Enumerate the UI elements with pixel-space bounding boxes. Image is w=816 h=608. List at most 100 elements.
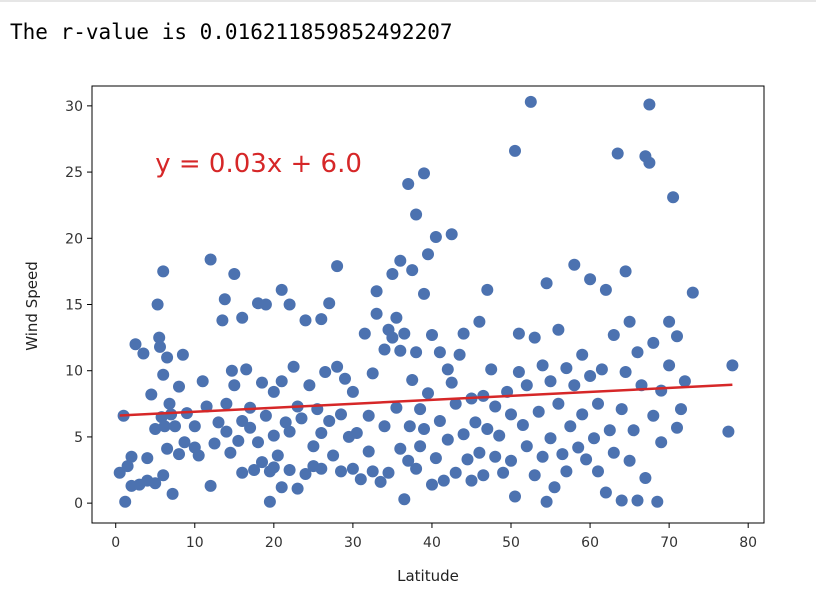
x-tick-label: 70 (660, 535, 678, 551)
cell-top-border (0, 0, 816, 2)
data-point-156 (461, 453, 474, 466)
data-point-183 (528, 469, 541, 482)
data-point-105 (362, 445, 375, 458)
data-point-128 (406, 264, 419, 277)
x-tick-label: 60 (581, 535, 599, 551)
data-point-147 (441, 363, 454, 376)
data-point-179 (520, 440, 533, 453)
data-point-2 (119, 495, 132, 508)
data-point-192 (552, 323, 565, 336)
regression-equation: y = 0.03x + 6.0 (155, 149, 362, 179)
data-point-242 (686, 286, 699, 299)
data-point-16 (154, 340, 166, 353)
data-point-66 (267, 461, 280, 474)
data-point-50 (232, 434, 245, 447)
data-point-203 (580, 453, 593, 466)
data-point-10 (141, 452, 154, 465)
data-point-232 (651, 495, 664, 508)
data-point-23 (161, 351, 174, 364)
data-point-219 (619, 366, 632, 378)
y-tick-label: 25 (65, 165, 83, 181)
data-point-213 (607, 329, 620, 341)
data-point-0 (113, 466, 126, 479)
data-point-87 (315, 313, 328, 326)
data-point-75 (283, 298, 296, 311)
data-point-237 (667, 191, 680, 204)
data-point-24 (163, 397, 176, 410)
data-point-135 (418, 167, 430, 180)
data-point-36 (196, 375, 209, 388)
data-point-117 (386, 268, 399, 280)
data-point-35 (192, 449, 205, 462)
data-point-73 (279, 416, 292, 429)
data-point-239 (671, 421, 683, 434)
x-tick-label: 10 (186, 535, 204, 551)
data-point-206 (588, 432, 600, 445)
data-point-84 (307, 440, 320, 453)
points-layer (113, 95, 739, 508)
data-point-65 (263, 495, 276, 508)
data-point-34 (188, 420, 201, 433)
data-point-41 (212, 416, 225, 429)
data-point-110 (370, 307, 383, 320)
data-point-234 (655, 436, 668, 449)
data-point-178 (516, 419, 529, 431)
data-point-215 (611, 147, 624, 160)
data-point-151 (449, 397, 462, 410)
data-point-193 (552, 397, 565, 410)
data-point-160 (473, 315, 486, 328)
data-point-163 (477, 469, 490, 482)
data-point-200 (572, 441, 585, 454)
data-point-212 (603, 424, 616, 437)
data-point-241 (678, 375, 691, 388)
data-point-100 (346, 385, 359, 398)
data-point-57 (248, 464, 261, 476)
data-point-142 (429, 231, 442, 243)
data-point-141 (426, 329, 438, 341)
data-point-95 (331, 360, 344, 373)
data-point-224 (631, 346, 644, 359)
data-point-42 (216, 314, 229, 327)
data-point-69 (271, 449, 284, 462)
data-point-139 (422, 387, 434, 400)
ticks-layer: 0 10 20 30 40 50 60 70 80 0 5 10 15 20 25 30 (65, 99, 757, 551)
data-point-169 (493, 429, 506, 442)
data-point-202 (576, 348, 589, 361)
data-point-113 (378, 420, 391, 433)
data-point-54 (240, 363, 253, 376)
data-point-51 (236, 415, 249, 427)
y-tick-label: 15 (65, 298, 83, 314)
data-point-21 (158, 420, 171, 433)
data-point-238 (671, 330, 683, 343)
data-point-131 (410, 346, 423, 359)
data-point-155 (457, 428, 470, 441)
data-point-44 (220, 397, 233, 410)
data-point-167 (489, 400, 502, 413)
data-point-19 (157, 265, 170, 278)
y-tick-label: 5 (74, 430, 83, 446)
x-tick-label: 50 (502, 535, 520, 551)
data-point-81 (299, 314, 312, 327)
data-point-115 (382, 466, 395, 479)
data-point-74 (283, 425, 296, 438)
data-point-174 (509, 144, 521, 157)
data-point-144 (433, 346, 446, 359)
data-point-235 (663, 315, 676, 328)
data-point-159 (469, 416, 482, 429)
data-point-164 (481, 283, 494, 296)
data-point-188 (540, 495, 553, 508)
data-point-181 (524, 95, 537, 108)
data-point-230 (647, 336, 660, 349)
data-point-130 (410, 208, 423, 221)
y-tick-label: 20 (65, 231, 83, 247)
data-point-150 (445, 376, 458, 389)
data-point-60 (256, 376, 268, 389)
data-point-233 (655, 384, 668, 397)
data-point-53 (236, 466, 249, 479)
data-point-216 (615, 403, 628, 416)
x-tick-label: 80 (739, 535, 757, 551)
data-point-189 (544, 375, 557, 388)
data-point-168 (489, 450, 502, 463)
data-point-129 (406, 374, 419, 386)
